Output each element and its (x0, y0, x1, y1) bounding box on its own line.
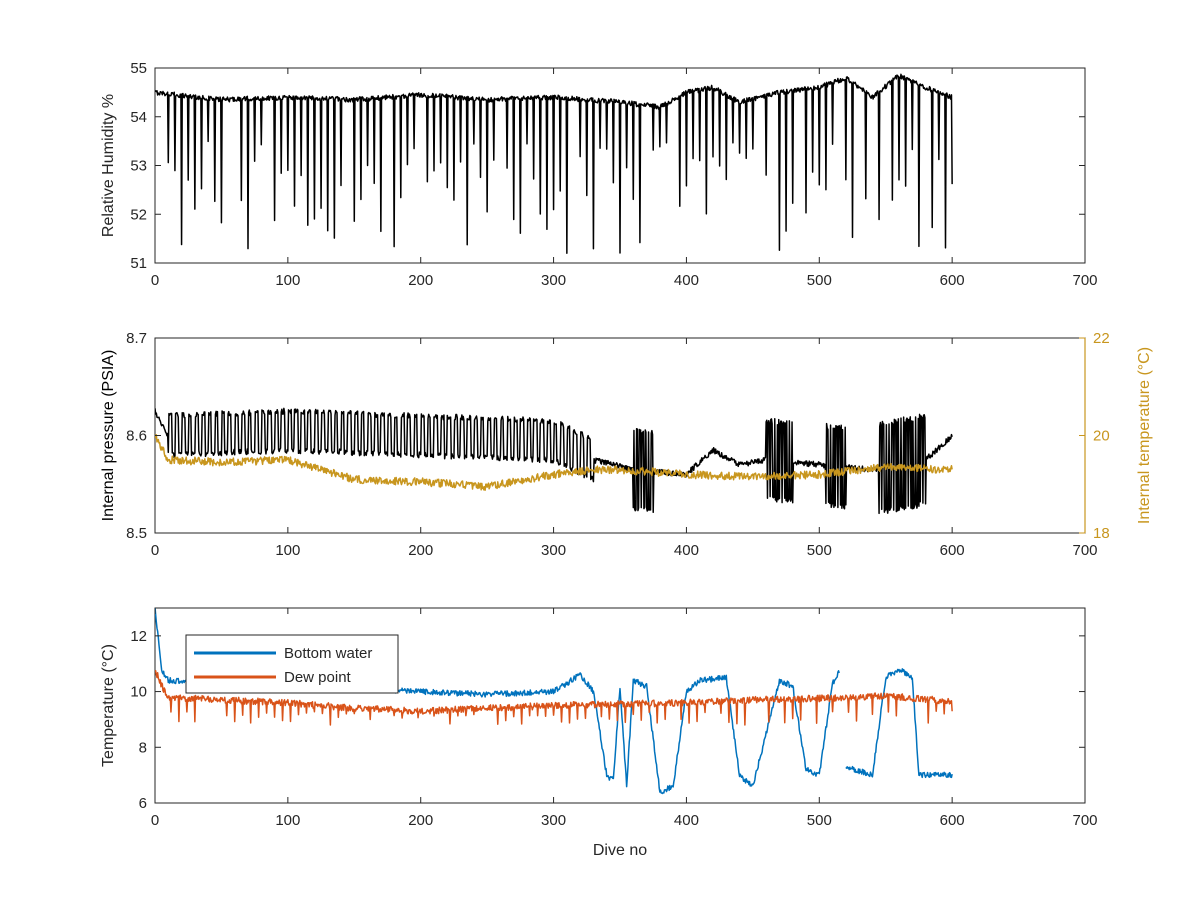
series-line-bottom-water-seg-2 (845, 668, 953, 779)
x-tick-label: 0 (151, 272, 159, 289)
x-tick-label: 0 (151, 542, 159, 559)
x-tick-label: 200 (408, 812, 433, 829)
y-tick-label: 12 (130, 628, 147, 645)
y-axis-label: Relative Humidity % (100, 94, 117, 237)
series-line-dew-point-seg-1 (155, 670, 953, 726)
plot-area (154, 337, 1086, 534)
legend-label: Bottom water (284, 645, 372, 662)
y-tick-label: 51 (130, 255, 147, 272)
y-tick-label: 8.7 (126, 330, 147, 347)
x-tick-label: 200 (408, 272, 433, 289)
y-axis-label: Internal pressure (PSIA) (100, 350, 117, 522)
x-tick-label: 400 (674, 542, 699, 559)
y-tick-label: 8.6 (126, 428, 147, 445)
x-tick-label: 300 (541, 542, 566, 559)
series-group (155, 73, 953, 254)
y-axis-label: Temperature (°C) (100, 644, 117, 767)
x-tick-label: 700 (1072, 812, 1097, 829)
x-tick-label: 500 (807, 542, 832, 559)
y-right-tick-label: 18 (1093, 525, 1110, 542)
x-tick-label: 300 (541, 812, 566, 829)
y-tick-label: 55 (130, 60, 147, 77)
series-group (155, 407, 953, 515)
y-tick-label: 53 (130, 158, 147, 175)
y-right-axis-label: Internal temperature (°C) (1136, 347, 1153, 524)
x-tick-label: 500 (807, 272, 832, 289)
legend-label: Dew point (284, 669, 352, 686)
y-tick-label: 6 (139, 795, 147, 812)
subplot-3: 0 100 200 300 400 500 600 700 6 8 10 12 Temperature … (100, 607, 1098, 859)
x-tick-label: 500 (807, 812, 832, 829)
x-axis-label: Dive no (593, 842, 647, 859)
series-line-1-seg-1 (155, 73, 953, 254)
legend: Bottom water Dew point (185, 634, 399, 694)
y-tick-label: 52 (130, 206, 147, 223)
y-tick-label: 8 (139, 739, 147, 756)
x-tick-label: 700 (1072, 272, 1097, 289)
x-tick-label: 400 (674, 272, 699, 289)
y-right-tick-label: 20 (1093, 428, 1110, 445)
x-tick-label: 700 (1072, 542, 1097, 559)
series-line-1-seg-1 (155, 407, 953, 515)
x-tick-label: 200 (408, 542, 433, 559)
x-tick-label: 300 (541, 272, 566, 289)
y-right-tick-label: 22 (1093, 330, 1110, 347)
series-line-2-seg-1 (155, 434, 953, 491)
subplot-2: 0 100 200 300 400 500 600 700 8.5 8.6 8.7 18 20 22 Int… (100, 330, 1153, 559)
x-tick-label: 600 (940, 812, 965, 829)
x-tick-label: 100 (275, 542, 300, 559)
x-tick-label: 400 (674, 812, 699, 829)
x-tick-label: 0 (151, 812, 159, 829)
x-tick-label: 600 (940, 272, 965, 289)
x-tick-label: 100 (275, 272, 300, 289)
subplot-1: 0 100 200 300 400 500 600 700 51 52 53 54 55 Relative… (100, 60, 1098, 289)
legend-box (185, 634, 399, 694)
x-tick-label: 600 (940, 542, 965, 559)
y-tick-label: 8.5 (126, 525, 147, 542)
y-tick-label: 54 (130, 109, 147, 126)
x-tick-label: 100 (275, 812, 300, 829)
y-tick-label: 10 (130, 684, 147, 701)
